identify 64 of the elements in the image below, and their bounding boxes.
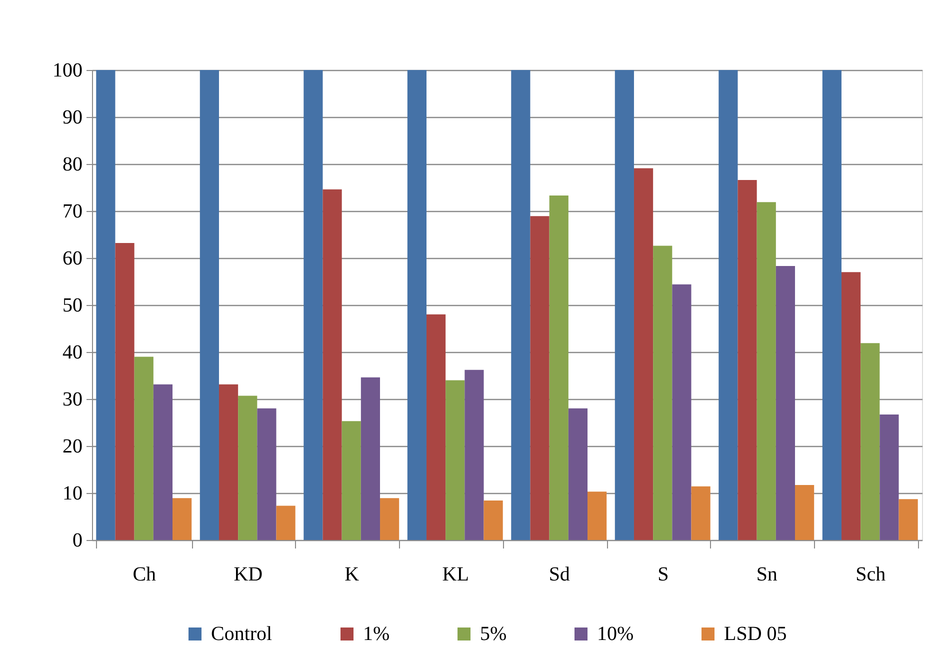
bar xyxy=(134,356,154,540)
legend-label: 1% xyxy=(363,623,390,645)
bar xyxy=(218,384,238,540)
x-tick-label: K xyxy=(344,564,360,586)
x-tick-label: Sch xyxy=(856,564,886,586)
legend-label: Control xyxy=(211,623,273,645)
bar xyxy=(342,421,361,540)
bar xyxy=(776,266,796,540)
bar xyxy=(756,202,776,540)
bar xyxy=(276,506,296,540)
bar xyxy=(115,242,134,540)
bar xyxy=(380,498,400,540)
bar xyxy=(304,70,323,540)
y-tick-label: 90 xyxy=(62,106,82,128)
bar xyxy=(484,500,503,540)
bar xyxy=(464,370,484,540)
bar xyxy=(718,70,738,540)
bar xyxy=(257,408,276,540)
bar xyxy=(322,189,342,540)
bar xyxy=(568,408,588,540)
bar xyxy=(880,414,899,540)
legend-label: LSD 05 xyxy=(724,623,787,645)
y-tick-label: 60 xyxy=(62,248,82,270)
bar xyxy=(691,486,710,540)
bar xyxy=(860,343,880,540)
bar xyxy=(841,272,861,540)
x-tick-label: KL xyxy=(442,564,469,586)
y-tick-label: 20 xyxy=(62,436,82,458)
bar xyxy=(511,70,530,540)
bar xyxy=(588,492,607,540)
y-tick-label: 40 xyxy=(62,342,82,364)
bar xyxy=(426,314,446,540)
bar xyxy=(360,377,380,540)
bar xyxy=(238,396,258,540)
x-tick-label: Sd xyxy=(548,564,570,586)
y-tick-label: 80 xyxy=(62,154,82,176)
bar xyxy=(446,380,465,540)
y-tick-label: 50 xyxy=(62,294,82,316)
bar xyxy=(614,70,634,540)
bar xyxy=(549,195,568,540)
x-tick-label: Ch xyxy=(132,564,156,586)
y-tick-label: 0 xyxy=(72,530,82,552)
bar xyxy=(153,384,173,540)
bar xyxy=(672,284,692,540)
bar xyxy=(653,246,672,540)
x-tick-label: S xyxy=(658,564,669,586)
bar xyxy=(738,180,757,540)
bar xyxy=(200,70,219,540)
bar xyxy=(822,70,842,540)
bar xyxy=(407,70,426,540)
y-tick-label: 10 xyxy=(62,482,82,504)
bar xyxy=(634,168,654,540)
legend-label: 10% xyxy=(597,623,634,645)
legend-label: 5% xyxy=(480,623,507,645)
bar xyxy=(172,498,192,540)
y-tick-label: 70 xyxy=(62,200,82,222)
bar xyxy=(795,485,814,540)
bar xyxy=(898,499,918,540)
x-tick-label: Sn xyxy=(756,564,778,586)
x-tick-label: KD xyxy=(234,564,263,586)
y-tick-label: 30 xyxy=(62,388,82,410)
y-tick-label: 100 xyxy=(52,60,82,82)
bar xyxy=(96,70,116,540)
bar xyxy=(530,216,550,540)
